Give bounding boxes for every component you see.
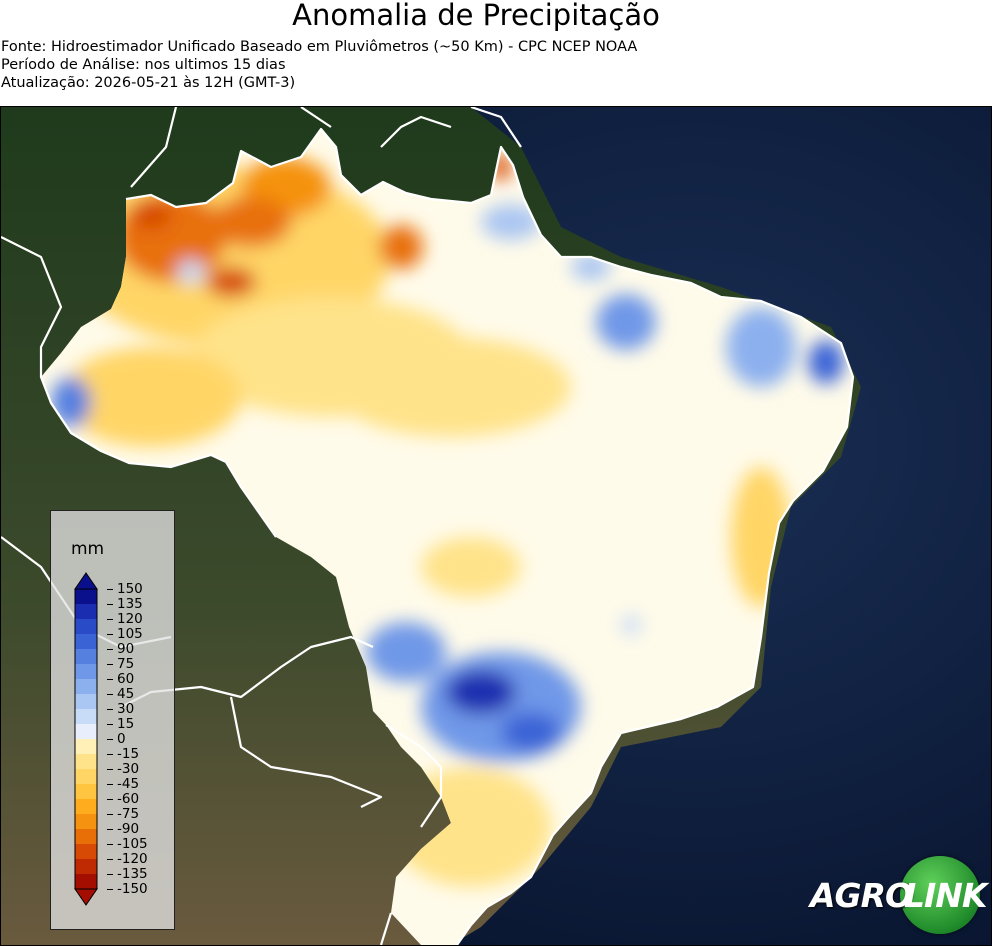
- colorbar-band: [75, 709, 97, 725]
- legend-tick-mark: [107, 814, 113, 815]
- colorbar-band: [75, 724, 97, 740]
- colorbar-band: [75, 829, 97, 845]
- colorbar-band: [75, 814, 97, 830]
- legend-tick-label: 0: [117, 731, 126, 747]
- period-text: Período de Análise: nos ultimos 15 dias: [1, 57, 286, 73]
- colorbar-band: [75, 799, 97, 815]
- colorbar-band: [75, 694, 97, 710]
- colorbar-band: [75, 754, 97, 770]
- legend-tick-mark: [107, 844, 113, 845]
- legend-tick-label: 45: [117, 686, 135, 702]
- logo-circle: [900, 856, 980, 934]
- legend-tick-label: -150: [117, 881, 148, 897]
- borders: [1, 107, 855, 945]
- colorbar: [74, 572, 98, 906]
- colorbar-band: [75, 769, 97, 785]
- colorbar-min-arrow: [74, 888, 98, 906]
- updated-text: Atualização: 2026-05-21 às 12H (GMT-3): [1, 75, 296, 91]
- legend-tick-mark: [107, 679, 113, 680]
- agrolink-logo: AGRO LINK: [806, 854, 987, 934]
- legend-tick-label: 30: [117, 701, 135, 717]
- colorbar-band: [75, 634, 97, 650]
- legend-tick-mark: [107, 784, 113, 785]
- colorbar-band: [75, 664, 97, 680]
- logo-text-agro: AGRO: [810, 876, 913, 915]
- legend-tick-mark: [107, 724, 113, 725]
- colorbar-band: [75, 604, 97, 620]
- legend-tick-mark: [107, 634, 113, 635]
- legend-tick-label: 120: [117, 611, 143, 627]
- legend-tick-mark: [107, 619, 113, 620]
- legend-tick-mark: [107, 754, 113, 755]
- legend-tick-label: 135: [117, 596, 143, 612]
- legend-tick-mark: [107, 769, 113, 770]
- legend-tick-mark: [107, 694, 113, 695]
- legend-tick-label: -15: [117, 746, 140, 762]
- legend-tick-label: -90: [117, 821, 140, 837]
- logo-text-link: LINK: [904, 876, 987, 915]
- legend-tick-mark: [107, 874, 113, 875]
- legend-panel: mm 150 135 120 105 90 75 60 45 30 15 0 -15 -30 -45 -60…: [50, 510, 175, 930]
- source-text: Fonte: Hidroestimador Unificado Baseado …: [1, 39, 638, 55]
- legend-tick-label: 60: [117, 671, 135, 687]
- legend-tick-mark: [107, 709, 113, 710]
- legend-tick-label: -135: [117, 866, 148, 882]
- legend-tick-label: 15: [117, 716, 135, 732]
- legend-tick-mark: [107, 859, 113, 860]
- colorbar-band: [75, 784, 97, 800]
- colorbar-band: [75, 844, 97, 860]
- legend-tick-mark: [107, 829, 113, 830]
- colorbar-band: [75, 649, 97, 665]
- legend-tick-mark: [107, 889, 113, 890]
- legend-tick-mark: [107, 604, 113, 605]
- legend-tick-mark: [107, 589, 113, 590]
- colorbar-band: [75, 619, 97, 635]
- legend-tick-label: 75: [117, 656, 135, 672]
- legend-tick-label: -60: [117, 791, 140, 807]
- colorbar-band: [75, 589, 97, 605]
- colorbar-band: [75, 859, 97, 875]
- legend-unit: mm: [71, 539, 105, 559]
- colorbar-max-arrow: [74, 572, 98, 590]
- map-title: Anomalia de Precipitação: [292, 0, 660, 32]
- legend-tick-label: -75: [117, 806, 140, 822]
- legend-tick-label: -45: [117, 776, 140, 792]
- legend-tick-mark: [107, 664, 113, 665]
- colorbar-band: [75, 874, 97, 890]
- colorbar-band: [75, 739, 97, 755]
- legend-tick-label: 90: [117, 641, 135, 657]
- legend-tick-mark: [107, 799, 113, 800]
- legend-tick-label: 150: [117, 581, 143, 597]
- colorbar-outline: [74, 588, 98, 890]
- legend-tick-label: -105: [117, 836, 148, 852]
- legend-tick-label: 105: [117, 626, 143, 642]
- legend-tick-label: -30: [117, 761, 140, 777]
- legend-tick-mark: [107, 739, 113, 740]
- legend-tick-label: -120: [117, 851, 148, 867]
- legend-tick-mark: [107, 649, 113, 650]
- colorbar-band: [75, 679, 97, 695]
